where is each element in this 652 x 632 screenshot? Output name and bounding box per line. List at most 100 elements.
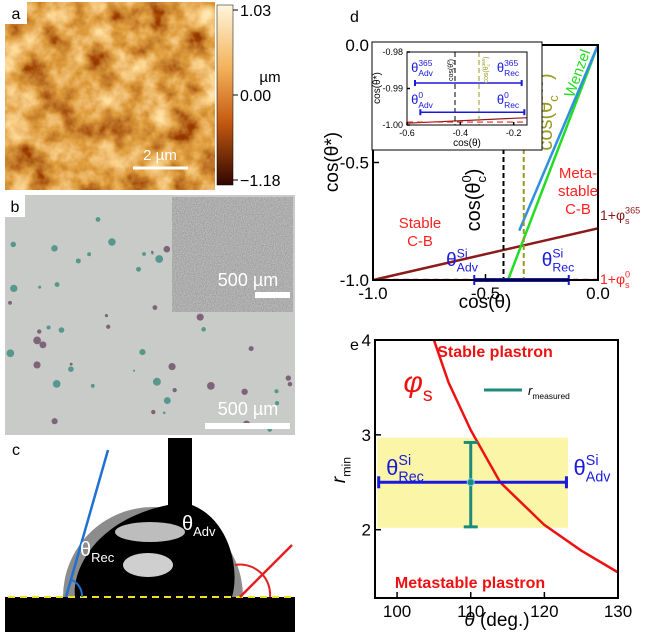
speck bbox=[153, 378, 161, 386]
label-sup: Si bbox=[398, 453, 411, 469]
speck bbox=[197, 314, 204, 321]
y-tick-label: 4 bbox=[362, 331, 371, 350]
label-base: θ bbox=[446, 250, 457, 271]
speck bbox=[108, 238, 115, 245]
label-sup: 365 bbox=[418, 58, 432, 68]
speck bbox=[87, 252, 91, 256]
speck bbox=[76, 258, 81, 263]
y-tick-label: -1.0 bbox=[340, 271, 369, 290]
annotation: 1+φs365 bbox=[600, 206, 640, 227]
page: a 2 µm µm b 500 µm 500 µm c d e 1.030.00… bbox=[0, 0, 652, 632]
label-sup: Si bbox=[586, 453, 599, 469]
x-tick-label: 100 bbox=[383, 602, 411, 621]
speck bbox=[133, 370, 135, 372]
speck bbox=[249, 346, 254, 351]
speck bbox=[10, 285, 17, 292]
speck bbox=[11, 242, 16, 247]
annotation: Stable plastron bbox=[437, 344, 553, 361]
label-sub: Adv bbox=[586, 470, 611, 486]
y-tick-label: -0.98 bbox=[382, 47, 403, 57]
speck bbox=[139, 349, 145, 355]
label-sup: 0 bbox=[625, 270, 630, 280]
speck bbox=[51, 245, 57, 251]
speck bbox=[207, 382, 215, 390]
label-tail: ) bbox=[483, 56, 490, 58]
speck bbox=[241, 389, 247, 395]
label-sub: s bbox=[625, 280, 630, 290]
label-base: cos(θ bbox=[463, 183, 485, 232]
label-sub: Adv bbox=[457, 261, 479, 275]
reflection bbox=[123, 553, 173, 577]
scale-bar bbox=[255, 292, 290, 298]
speck bbox=[53, 380, 61, 388]
label-base: θ bbox=[542, 250, 553, 271]
label-base: θ bbox=[411, 60, 418, 75]
speck bbox=[152, 305, 157, 310]
speck bbox=[96, 217, 101, 222]
speck bbox=[274, 389, 278, 393]
y-axis-title: rmin bbox=[329, 457, 354, 483]
annotation: cos(θc0) bbox=[459, 169, 489, 232]
point bbox=[467, 479, 474, 486]
annotation: θAdvSi bbox=[574, 453, 612, 486]
annotation: θAdv365 bbox=[411, 58, 434, 78]
label-sup: 365 bbox=[504, 58, 518, 68]
annotation: θRecSi bbox=[542, 246, 575, 274]
label-base: θ bbox=[386, 455, 398, 480]
label-sub: c bbox=[546, 95, 561, 102]
speck bbox=[164, 397, 171, 404]
annotation: θAdvSi bbox=[446, 246, 479, 274]
label-sub: Adv bbox=[193, 524, 216, 539]
label-sup: 0 bbox=[504, 90, 509, 100]
label-sub: Rec bbox=[91, 550, 115, 565]
annotation: Meta- bbox=[559, 165, 597, 182]
annotation: Stable bbox=[399, 215, 442, 232]
label-base: θ bbox=[574, 455, 586, 480]
reflection bbox=[115, 522, 185, 542]
label-base: θ bbox=[411, 92, 418, 107]
x-tick-label: -0.2 bbox=[506, 128, 522, 138]
speck bbox=[168, 363, 175, 370]
colorbar bbox=[217, 5, 233, 185]
scale-label: 500 µm bbox=[218, 270, 278, 290]
label-sub: s bbox=[423, 384, 433, 406]
speck bbox=[91, 384, 95, 388]
series-label: φs bbox=[403, 366, 433, 406]
label-base: θ bbox=[182, 513, 193, 535]
label-sub: Rec bbox=[398, 470, 423, 486]
colorbar-tick-label: 0.00 bbox=[240, 88, 271, 105]
label-sub: Adv bbox=[418, 68, 433, 78]
speck bbox=[52, 418, 58, 424]
label-sub: Rec bbox=[504, 100, 519, 110]
speck bbox=[37, 329, 41, 333]
label-base: 1+φ bbox=[600, 271, 625, 287]
annotation: stable bbox=[558, 183, 598, 200]
label-sub: Rec bbox=[552, 261, 574, 275]
label-base: φ bbox=[403, 366, 423, 399]
figure: a 2 µm µm b 500 µm 500 µm c d e 1.030.00… bbox=[0, 0, 652, 632]
annotation: Metastable plastron bbox=[395, 575, 545, 592]
speck bbox=[33, 361, 40, 368]
speck bbox=[155, 255, 163, 263]
label-base: cos(θ bbox=[483, 66, 490, 83]
colorbar-tick-label: 1.03 bbox=[240, 3, 271, 20]
speck bbox=[163, 411, 166, 414]
y-tick-label: -1.00 bbox=[382, 120, 403, 130]
annotation: cos(θc0) bbox=[446, 59, 456, 81]
tangent bbox=[240, 545, 292, 597]
label-sup: 0 bbox=[459, 175, 474, 182]
label-tail: ) bbox=[448, 59, 455, 61]
panel-label: a bbox=[12, 6, 21, 23]
scale-label: 2 µm bbox=[143, 147, 177, 164]
label-sup: Si bbox=[552, 246, 563, 260]
speck bbox=[38, 286, 41, 289]
speck bbox=[286, 375, 291, 380]
panel-label: b bbox=[11, 199, 20, 216]
x-axis-title: θ (deg.) bbox=[464, 610, 529, 631]
speck bbox=[8, 301, 12, 305]
annotation: C-B bbox=[407, 233, 433, 250]
speck bbox=[163, 246, 170, 253]
x-axis-title: cos(θ) bbox=[459, 292, 512, 313]
y-tick-label: 3 bbox=[362, 426, 371, 445]
speck bbox=[151, 410, 155, 414]
